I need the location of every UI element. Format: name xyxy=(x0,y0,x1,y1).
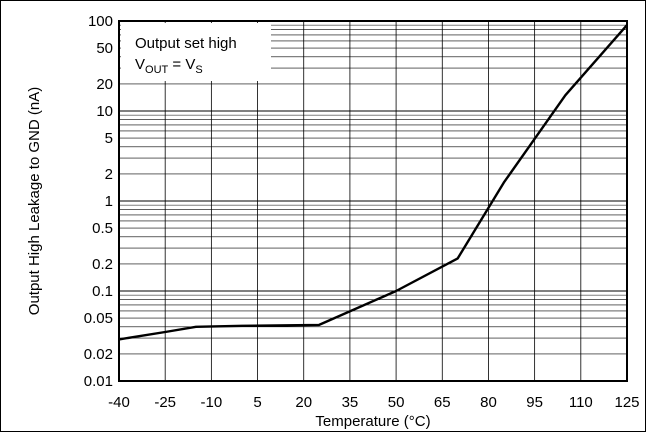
x-tick-label: 5 xyxy=(253,394,261,411)
x-tick-label: 65 xyxy=(434,394,451,411)
x-tick-label: 35 xyxy=(342,394,359,411)
y-tick-label: 0.02 xyxy=(84,346,113,363)
x-tick-label: 50 xyxy=(388,394,405,411)
x-tick-label: -25 xyxy=(154,394,176,411)
y-tick-label: 50 xyxy=(96,40,113,57)
annotation-box xyxy=(121,23,271,81)
y-tick-label: 10 xyxy=(96,103,113,120)
annotation-out-subscript: OUT xyxy=(145,64,169,76)
y-tick-label: 5 xyxy=(105,130,113,147)
tick-labels: -40 -25 -10 5 20 35 50 65 80 95 110 1250.010.020.05… xyxy=(84,13,640,411)
x-tick-label: 125 xyxy=(614,394,639,411)
y-tick-label: 20 xyxy=(96,76,113,93)
annotation-s-subscript: S xyxy=(195,64,202,76)
y-tick-label: 1 xyxy=(105,193,113,210)
y-axis-label: Output High Leakage to GND (nA) xyxy=(26,87,43,315)
x-tick-label: 95 xyxy=(526,394,543,411)
x-axis-label: Temperature (°C) xyxy=(315,413,430,430)
series-line-leakage xyxy=(118,24,628,341)
x-tick-label: 110 xyxy=(569,394,593,411)
y-tick-label: 0.5 xyxy=(92,220,113,237)
annotation-line2: VOUT = VS xyxy=(135,56,203,76)
y-tick-label: 100 xyxy=(88,13,113,30)
annotation-v: V xyxy=(135,56,145,73)
y-tick-label: 2 xyxy=(105,166,113,183)
y-tick-label: 0.2 xyxy=(92,256,113,273)
x-tick-label: 80 xyxy=(480,394,497,411)
annotation-equals-v: = V xyxy=(168,56,195,73)
x-tick-label: -40 xyxy=(108,394,130,411)
annotation-line1: Output set high xyxy=(135,35,237,52)
x-tick-label: 20 xyxy=(295,394,312,411)
y-tick-label: 0.01 xyxy=(84,373,113,390)
plot-area xyxy=(118,20,628,382)
y-tick-label: 0.1 xyxy=(92,283,113,300)
y-tick-label: 0.05 xyxy=(84,310,113,327)
x-tick-label: -10 xyxy=(201,394,223,411)
